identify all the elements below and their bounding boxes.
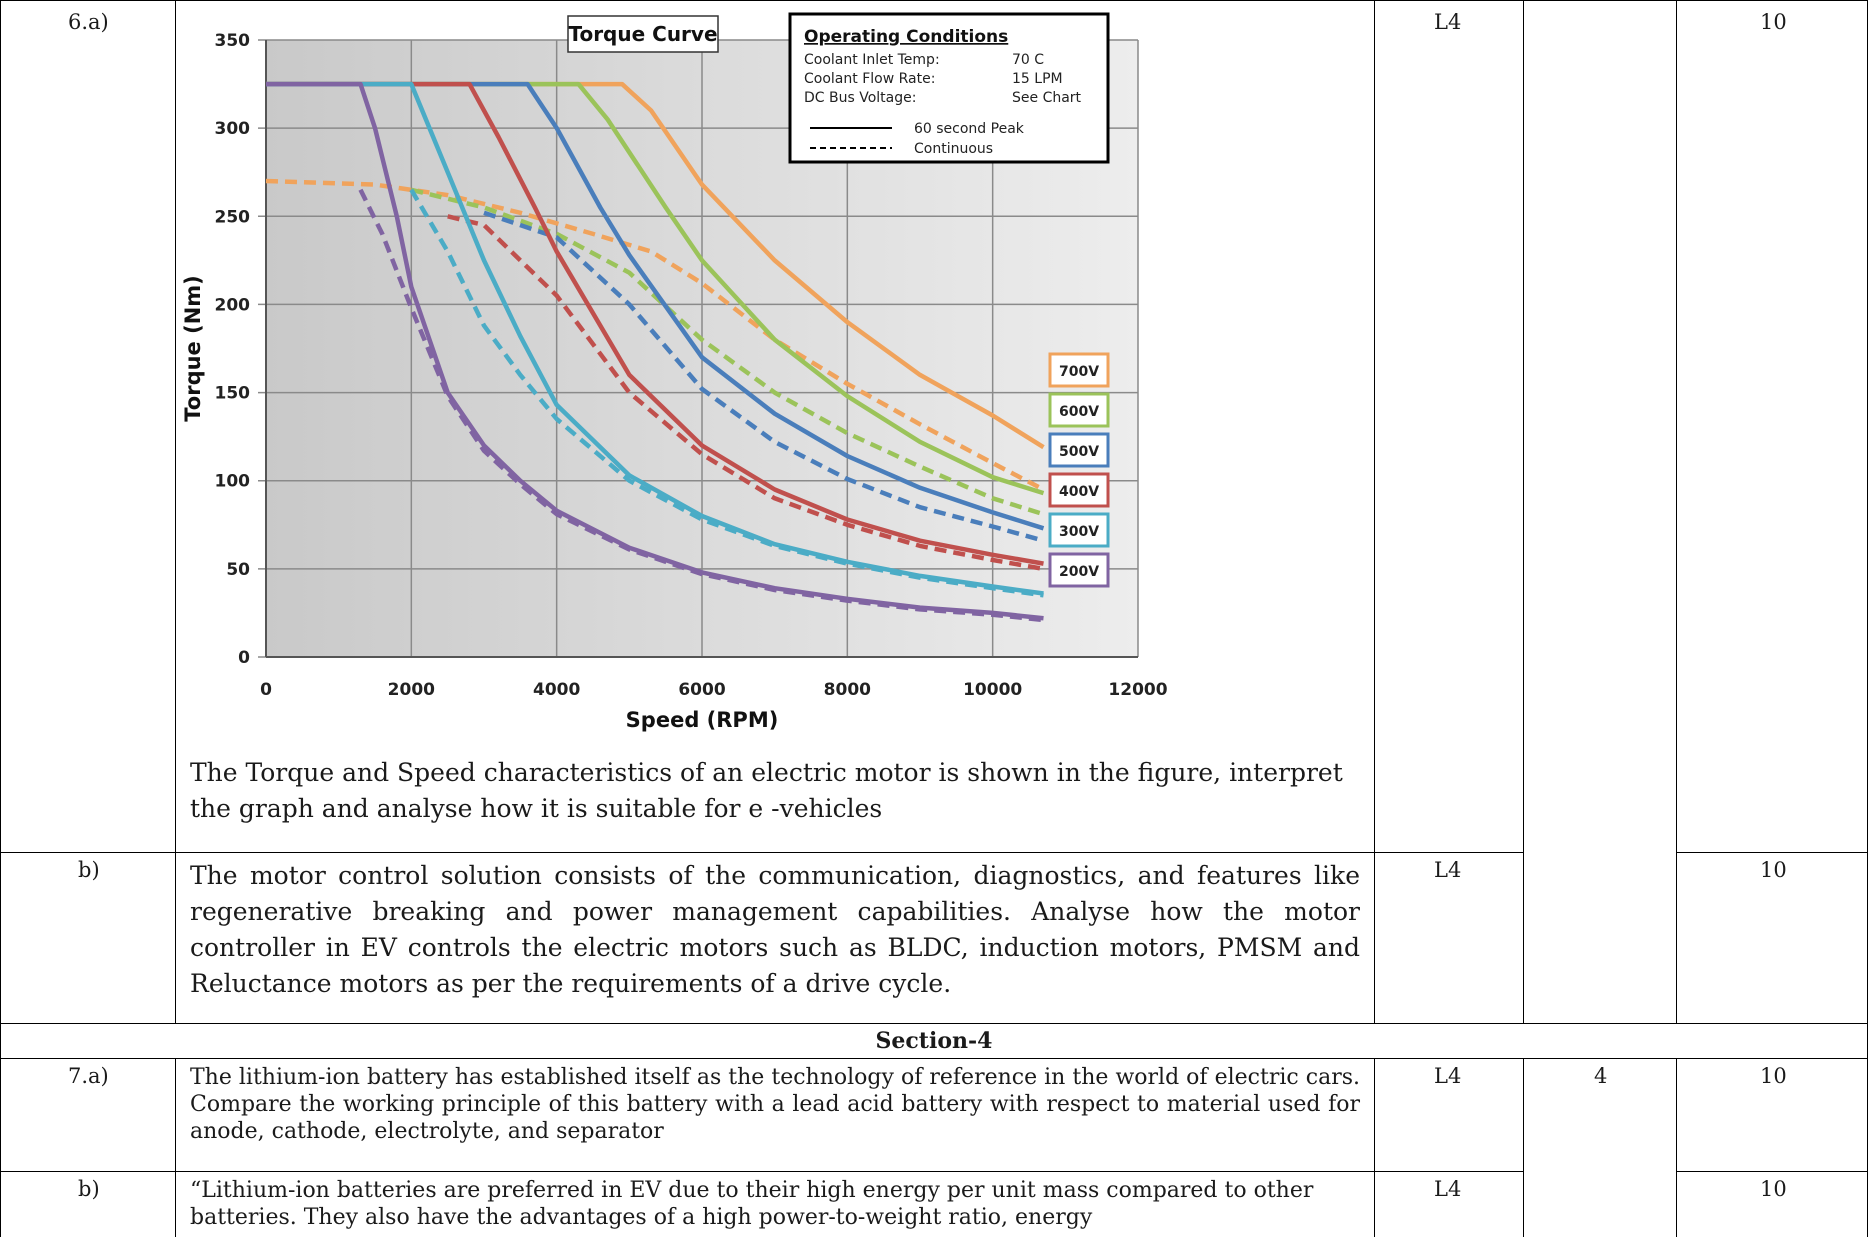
y-tick-label: 0	[238, 648, 250, 668]
x-tick-label: 4000	[533, 680, 580, 700]
y-tick-label: 100	[215, 472, 251, 492]
legend-row-label: Coolant Flow Rate:	[804, 71, 935, 87]
series-label: 500V	[1059, 444, 1099, 460]
x-tick-label: 12000	[1108, 680, 1167, 700]
series-label: 200V	[1059, 564, 1099, 580]
legend-row-value: 70 C	[1012, 52, 1044, 68]
question-number: 7.a)	[68, 1064, 109, 1088]
series-peak-line	[266, 81, 1044, 596]
legend-title: Operating Conditions	[804, 27, 1008, 47]
y-tick-label: 250	[215, 207, 251, 227]
series-peak-line	[266, 81, 1045, 496]
legend-row-value: 15 LPM	[1012, 71, 1063, 87]
bloom-level: L4	[1434, 858, 1462, 882]
chart-title-box	[567, 15, 719, 53]
marks: 10	[1760, 1177, 1787, 1201]
bloom-level: L4	[1434, 10, 1462, 34]
series-label-box	[1048, 472, 1110, 508]
x-tick-label: 2000	[388, 680, 435, 700]
legend-row-value: See Chart	[1012, 90, 1082, 106]
marks: 10	[1760, 10, 1787, 34]
legend-row-label: Coolant Inlet Temp:	[804, 52, 940, 68]
y-tick-label: 350	[215, 31, 251, 51]
question-number: b)	[78, 858, 100, 882]
series-label-box	[1048, 352, 1110, 388]
series-peak-line	[266, 81, 1044, 621]
series-label: 400V	[1059, 484, 1099, 500]
question-text: The motor control solution consists of t…	[190, 861, 1360, 998]
x-tick-label: 0	[260, 680, 272, 700]
x-tick-label: 10000	[963, 680, 1022, 700]
marks: 10	[1760, 1064, 1787, 1088]
series-label: 300V	[1059, 524, 1099, 540]
y-tick-label: 200	[215, 295, 251, 315]
x-tick-label: 8000	[824, 680, 871, 700]
bloom-level: L4	[1434, 1064, 1462, 1088]
section-heading: Section-4	[875, 1028, 993, 1054]
question-text: The Torque and Speed characteristics of …	[190, 758, 1343, 823]
y-tick-label: 50	[226, 560, 250, 580]
series-continuous-line	[447, 214, 1044, 572]
legend-box	[788, 12, 1110, 164]
series-label-box	[1048, 512, 1110, 548]
question-number: b)	[78, 1177, 100, 1201]
series-label-box	[1048, 392, 1110, 428]
marks: 10	[1760, 858, 1787, 882]
question-text: The lithium-ion battery has established …	[190, 1065, 1360, 1144]
chart-title: Torque Curve	[568, 22, 717, 46]
question-text: “Lithium-ion batteries are preferred in …	[190, 1178, 1314, 1230]
series-label: 600V	[1059, 404, 1099, 420]
series-label-box	[1048, 432, 1110, 468]
course-outcome: 4	[1594, 1064, 1608, 1088]
question-number: 6.a)	[68, 10, 109, 34]
series-peak-line	[266, 81, 1045, 531]
torque-curve-chart: 0 2000 4000 6000 8000 10000 12000 0 50 100 150 200 2…	[181, 12, 1168, 732]
y-tick-label: 150	[215, 384, 251, 404]
series-peak-line	[266, 81, 1045, 450]
bloom-level: L4	[1434, 1177, 1462, 1201]
y-tick-label: 300	[215, 119, 251, 139]
x-tick-label: 6000	[678, 680, 725, 700]
x-axis-title: Speed (RPM)	[626, 708, 779, 732]
series-label: 700V	[1059, 364, 1099, 380]
legend-peak-label: 60 second Peak	[914, 121, 1025, 137]
y-axis-title: Torque (Nm)	[181, 275, 205, 422]
legend-row-label: DC Bus Voltage:	[804, 90, 916, 106]
series-label-box	[1048, 552, 1110, 588]
series-continuous-line	[265, 178, 1045, 492]
legend-continuous-label: Continuous	[914, 141, 993, 157]
series-peak-line	[266, 81, 1044, 566]
